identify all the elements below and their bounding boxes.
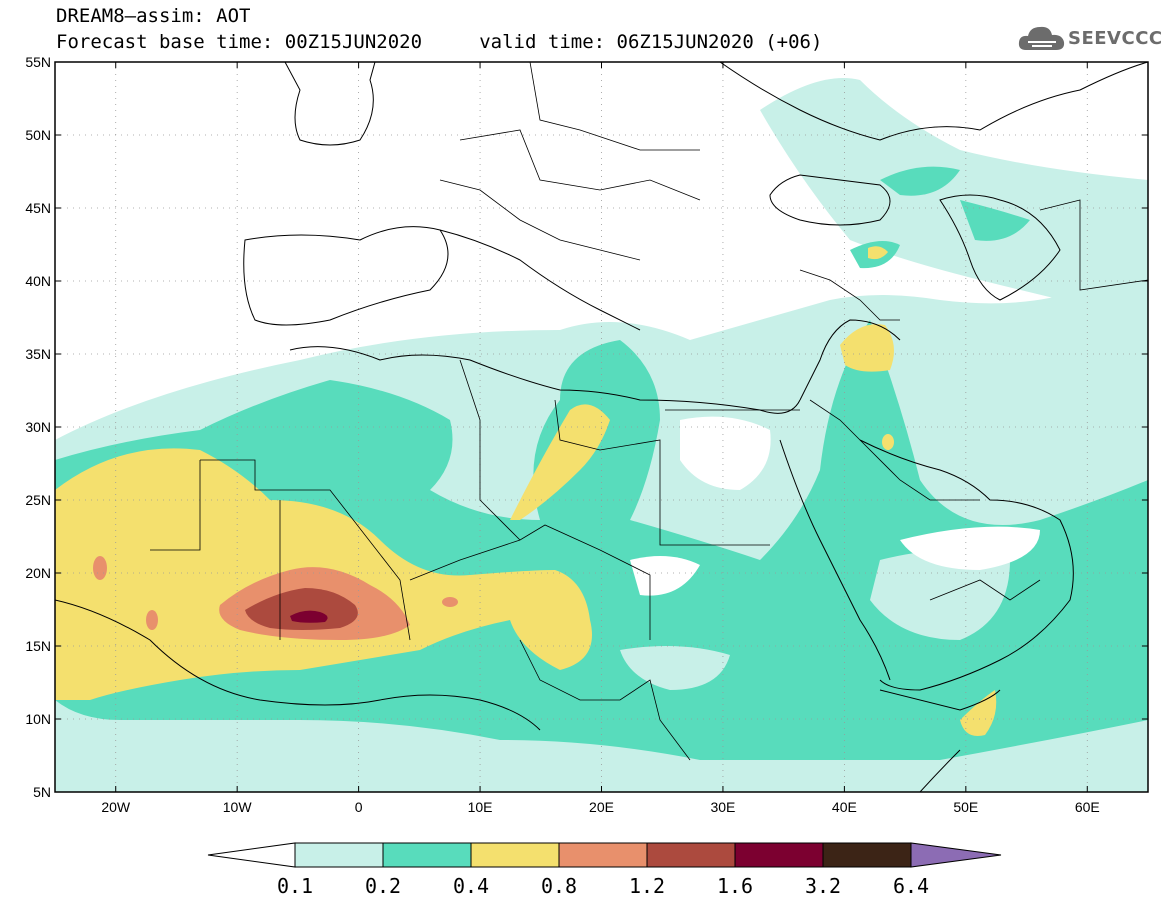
logo-text: SEEVCCC (1068, 28, 1163, 49)
colorbar-swatch (646, 842, 736, 868)
lat-label: 15N (25, 638, 51, 654)
colorbar-swatch (294, 842, 384, 868)
colorbar-label: 3.2 (805, 874, 841, 898)
lon-label: 10W (223, 799, 253, 815)
lon-label: 60E (1075, 799, 1100, 815)
country-borders (150, 62, 1148, 761)
longitude-labels: 20W 10W 0 10E 20E 30E 40E 50E 60E (101, 799, 1099, 815)
aot-field-1.2 (245, 588, 358, 630)
chart-title: DREAM8–assim: AOT (56, 5, 251, 27)
lon-label: 20W (101, 799, 131, 815)
colorbar-swatch (382, 842, 472, 868)
lon-label: 40E (832, 799, 857, 815)
lon-label: 10E (468, 799, 493, 815)
colorbar-label: 0.1 (277, 874, 313, 898)
axis-ticks (55, 61, 1148, 793)
colorbar-swatch (558, 842, 648, 868)
colorbar-arrow-low (207, 842, 296, 868)
lat-label: 20N (25, 565, 51, 581)
cloud-icon (1018, 26, 1065, 50)
lat-label: 45N (25, 200, 51, 216)
lat-label: 55N (25, 54, 51, 70)
lat-label: 5N (33, 784, 51, 800)
lat-label: 10N (25, 711, 51, 727)
colorbar-label: 6.4 (893, 874, 929, 898)
colorbar-label: 1.6 (717, 874, 753, 898)
aot-field-1.6 (290, 610, 328, 623)
aot-field-clear (630, 416, 1040, 596)
colorbar-swatch (470, 842, 560, 868)
forecast-time-line: Forecast base time: 00Z15JUN2020 valid t… (56, 31, 823, 53)
colorbar-label: 1.2 (629, 874, 665, 898)
colorbar-label: 0.4 (453, 874, 489, 898)
lat-label: 35N (25, 346, 51, 362)
lat-label: 30N (25, 419, 51, 435)
seevccc-logo (1018, 22, 1158, 56)
lat-label: 25N (25, 492, 51, 508)
lon-label: 20E (589, 799, 614, 815)
lat-label: 50N (25, 127, 51, 143)
coastlines (55, 62, 1148, 792)
colorbar-swatch (734, 842, 824, 868)
lon-label: 0 (355, 799, 363, 815)
colorbar-arrow-high (910, 842, 1002, 868)
aot-fields (55, 78, 1148, 792)
lon-label: 30E (710, 799, 735, 815)
colorbar-label: 0.8 (541, 874, 577, 898)
colorbar-label: 0.2 (365, 874, 401, 898)
latitude-labels: 55N 50N 45N 40N 35N 30N 25N 20N 15N 10N 5N (25, 54, 51, 800)
lon-label: 50E (953, 799, 978, 815)
colorbar-swatch (822, 842, 912, 868)
lat-label: 40N (25, 273, 51, 289)
map-gridlines (55, 62, 1148, 792)
